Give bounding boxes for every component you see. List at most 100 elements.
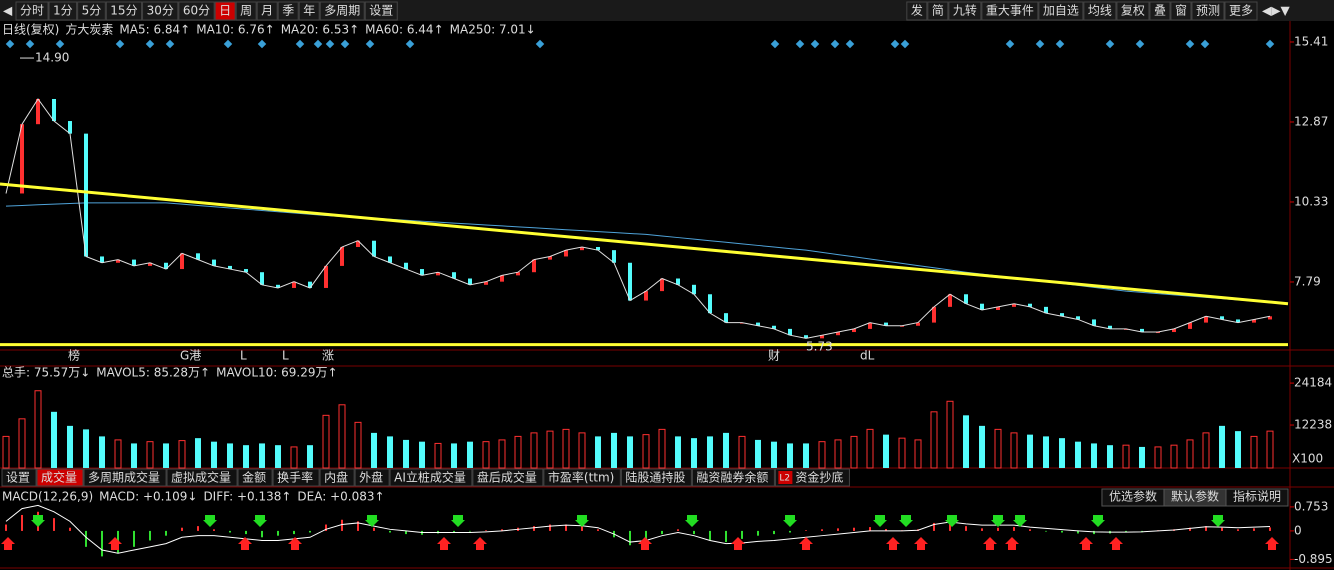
period-label[interactable]: 1分 bbox=[53, 4, 73, 18]
param-label[interactable]: 默认参数 bbox=[1171, 489, 1219, 504]
tab[interactable] bbox=[691, 468, 775, 487]
tab-label[interactable]: 多周期成交量 bbox=[88, 470, 160, 485]
period-label[interactable]: 月 bbox=[261, 4, 273, 18]
tab[interactable] bbox=[354, 468, 390, 487]
tab[interactable] bbox=[543, 468, 621, 487]
param-label[interactable]: 指标说明 bbox=[1233, 489, 1281, 504]
ma250-line bbox=[5, 202, 1271, 303]
tool-button[interactable] bbox=[1038, 1, 1084, 21]
period-button[interactable] bbox=[77, 1, 106, 21]
tool-button[interactable] bbox=[1116, 1, 1150, 21]
candle bbox=[980, 303, 984, 311]
period-button[interactable] bbox=[277, 1, 299, 21]
tab-label[interactable]: 资金抄底 bbox=[795, 470, 843, 485]
tab-label[interactable]: 设置 bbox=[6, 471, 30, 485]
tool-button[interactable] bbox=[1224, 1, 1258, 21]
period-button[interactable] bbox=[105, 1, 143, 21]
tool-button[interactable] bbox=[906, 1, 928, 21]
macd-bar bbox=[1237, 529, 1239, 531]
tool-label[interactable]: 窗 bbox=[1175, 4, 1187, 18]
candle bbox=[932, 306, 936, 323]
tool-label[interactable]: 叠 bbox=[1154, 4, 1166, 18]
signal-arrow bbox=[31, 515, 45, 527]
period-button[interactable] bbox=[48, 1, 78, 21]
tool-button[interactable] bbox=[981, 1, 1039, 21]
period-label[interactable]: 日 bbox=[219, 4, 231, 18]
period-button[interactable] bbox=[319, 1, 365, 21]
period-label[interactable]: 30分 bbox=[147, 4, 174, 18]
tab[interactable] bbox=[389, 468, 473, 487]
volume-bar bbox=[1043, 436, 1049, 468]
period-label[interactable]: 季 bbox=[282, 4, 294, 18]
tab-label[interactable]: 金额 bbox=[242, 470, 266, 485]
candle bbox=[116, 259, 120, 263]
tool-button[interactable] bbox=[948, 1, 982, 21]
tab-label[interactable]: 盘后成交量 bbox=[477, 470, 537, 485]
macd-bar bbox=[293, 530, 295, 535]
tab[interactable] bbox=[272, 468, 320, 487]
period-button[interactable] bbox=[214, 1, 236, 21]
tab[interactable] bbox=[237, 468, 273, 487]
tool-button[interactable] bbox=[1191, 1, 1225, 21]
period-label[interactable]: 设置 bbox=[369, 4, 393, 18]
tab[interactable] bbox=[774, 468, 850, 487]
param-label[interactable]: 优选参数 bbox=[1109, 489, 1157, 504]
period-label[interactable]: 年 bbox=[303, 4, 315, 18]
tool-button[interactable] bbox=[1170, 1, 1192, 21]
volume-bar bbox=[658, 428, 666, 469]
period-label[interactable]: 15分 bbox=[110, 4, 137, 18]
tool-label[interactable]: 均线 bbox=[1088, 4, 1112, 18]
tab-label[interactable]: AI立桩成交量 bbox=[394, 470, 466, 485]
period-button[interactable] bbox=[298, 1, 320, 21]
tab[interactable] bbox=[620, 468, 692, 487]
period-label[interactable]: 60分 bbox=[183, 4, 210, 18]
tab-label[interactable]: 融资融券余额 bbox=[696, 470, 768, 485]
y-tick-label: 12.87 bbox=[1294, 114, 1328, 128]
close-line bbox=[5, 98, 1271, 339]
tool-label[interactable]: 重大事件 bbox=[986, 4, 1034, 18]
tab[interactable] bbox=[319, 468, 355, 487]
param-button[interactable] bbox=[1101, 488, 1165, 507]
tool-label[interactable]: 预测 bbox=[1196, 4, 1220, 18]
signal-arrow bbox=[1091, 515, 1105, 527]
tool-button[interactable] bbox=[1083, 1, 1117, 21]
tab-label[interactable]: 内盘 bbox=[324, 470, 348, 485]
period-button[interactable] bbox=[15, 1, 49, 21]
tab[interactable] bbox=[83, 468, 167, 487]
candle bbox=[884, 322, 888, 326]
macd-bar bbox=[1077, 530, 1079, 534]
period-label[interactable]: 周 bbox=[240, 4, 252, 18]
candle bbox=[964, 294, 968, 304]
period-label[interactable]: 5分 bbox=[82, 4, 102, 18]
tool-label[interactable]: 简 bbox=[932, 4, 944, 18]
period-button[interactable] bbox=[364, 1, 398, 21]
macd-bar bbox=[69, 527, 71, 531]
tool-button[interactable] bbox=[1149, 1, 1171, 21]
period-button[interactable] bbox=[142, 1, 179, 21]
tab[interactable] bbox=[472, 468, 544, 487]
tab[interactable] bbox=[1, 468, 37, 487]
tab[interactable] bbox=[36, 468, 84, 487]
tool-label[interactable]: 加自选 bbox=[1043, 4, 1079, 18]
tab-label[interactable]: 陆股通持股 bbox=[625, 470, 685, 485]
macd-bar bbox=[533, 526, 535, 531]
tool-label[interactable]: 更多 bbox=[1229, 4, 1253, 18]
period-button[interactable] bbox=[256, 1, 278, 21]
volume-bar bbox=[51, 411, 57, 468]
tab-label[interactable]: 虚拟成交量 bbox=[171, 470, 231, 485]
period-label[interactable]: 多周期 bbox=[324, 4, 360, 18]
tab-label[interactable]: 成交量 bbox=[41, 470, 77, 485]
tool-label[interactable]: 发 bbox=[911, 3, 923, 18]
period-button[interactable] bbox=[235, 1, 257, 21]
tool-button[interactable] bbox=[927, 1, 949, 21]
tab[interactable] bbox=[166, 468, 238, 487]
tab-label[interactable]: 换手率 bbox=[277, 470, 313, 485]
tab-label[interactable]: 外盘 bbox=[359, 470, 383, 485]
macd-bar bbox=[373, 527, 375, 531]
macd-bar bbox=[229, 530, 231, 533]
period-label[interactable]: 分时 bbox=[20, 4, 44, 18]
period-button[interactable] bbox=[178, 1, 215, 21]
tool-label[interactable]: 九转 bbox=[953, 3, 977, 18]
tab-label[interactable]: 市盈率(ttm) bbox=[548, 470, 614, 485]
tool-label[interactable]: 复权 bbox=[1121, 4, 1145, 18]
